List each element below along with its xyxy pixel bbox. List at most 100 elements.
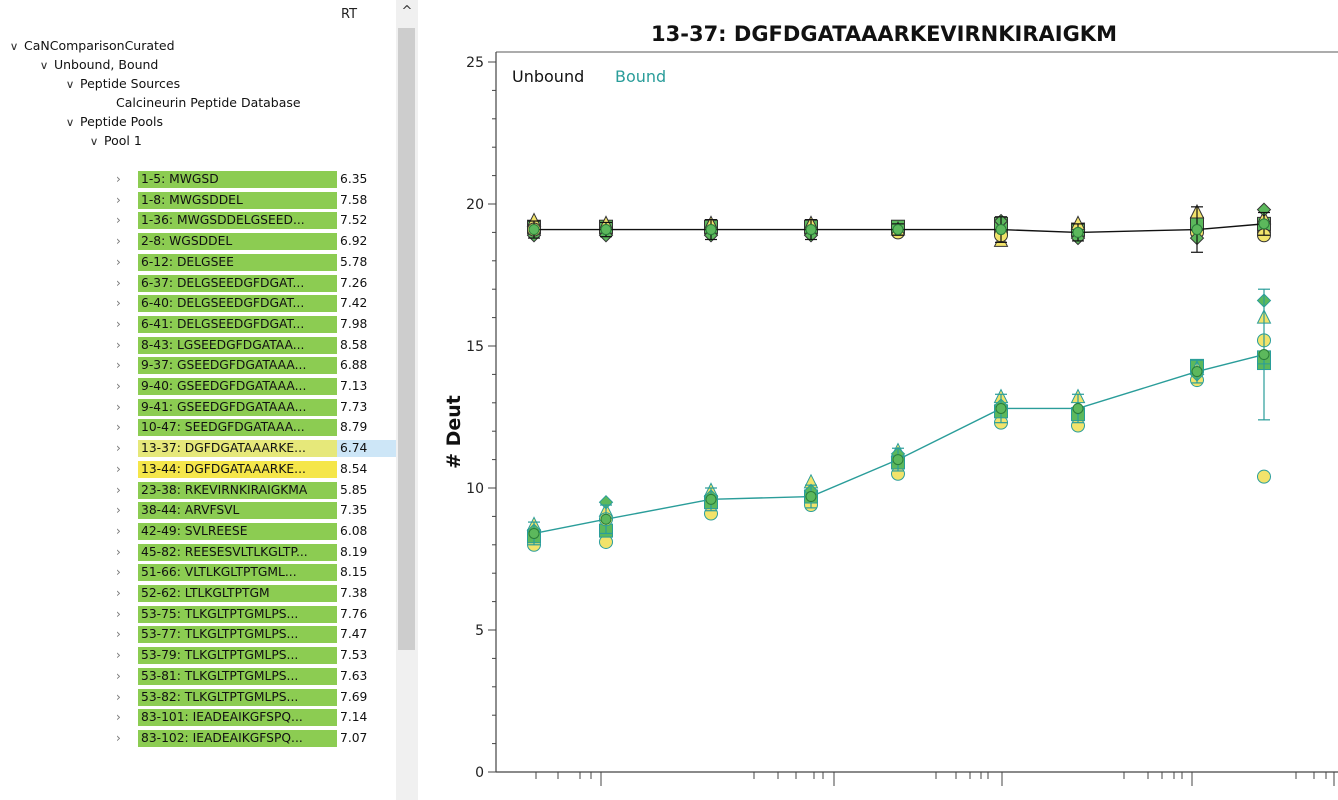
peptide-row[interactable]: › 1-36: MWGSDDELGSEED... 7.52 <box>0 212 396 230</box>
mean-point-bound <box>705 493 717 505</box>
peptide-row[interactable]: › 8-43: LGSEEDGFDGATAA... 8.58 <box>0 336 396 354</box>
chevron-right-icon[interactable]: › <box>116 254 121 269</box>
chevron-right-icon[interactable]: › <box>116 234 121 249</box>
scroll-thumb[interactable] <box>398 28 415 650</box>
peptide-rt: 6.35 <box>340 172 368 186</box>
chevron-down-icon[interactable]: ∨ <box>65 78 75 91</box>
peptide-row[interactable]: › 53-82: TLKGLTPTGMLPS... 7.69 <box>0 688 396 706</box>
chevron-down-icon[interactable]: ∨ <box>9 40 19 53</box>
chevron-right-icon[interactable]: › <box>116 544 121 559</box>
peptide-row[interactable]: › 13-44: DGFDGATAAARKE... 8.54 <box>0 460 396 478</box>
peptide-row[interactable]: › 10-47: SEEDGFDGATAAA... 8.79 <box>0 419 396 437</box>
peptide-label: 53-77: TLKGLTPTGMLPS... <box>138 626 337 644</box>
mean-point-bound <box>805 491 817 503</box>
peptide-row[interactable]: › 6-12: DELGSEE 5.78 <box>0 253 396 271</box>
peptide-row[interactable]: › 53-81: TLKGLTPTGMLPS... 7.63 <box>0 667 396 685</box>
peptide-row[interactable]: › 52-62: LTLKGLTPTGM 7.38 <box>0 585 396 602</box>
tree-node-label: Calcineurin Peptide Database <box>116 95 301 110</box>
peptide-row[interactable]: › 6-37: DELGSEEDGFDGAT... 7.26 <box>0 274 396 292</box>
peptide-row[interactable]: › 13-37: DGFDGATAAARKE... 6.74 <box>0 440 396 458</box>
mean-point-unbound <box>1072 226 1084 238</box>
peptide-label: 42-49: SVLREESE <box>138 522 337 540</box>
legend-bound: Bound <box>615 67 666 86</box>
chevron-down-icon[interactable]: ∨ <box>65 116 75 129</box>
chevron-right-icon[interactable]: › <box>116 586 121 600</box>
peptide-rt: 7.35 <box>340 503 368 518</box>
chevron-right-icon[interactable]: › <box>116 172 121 186</box>
chevron-right-icon[interactable]: › <box>116 627 121 642</box>
peptide-row[interactable]: › 51-66: VLTLKGLTPTGML... 8.15 <box>0 564 396 582</box>
chevron-right-icon[interactable]: › <box>116 648 121 663</box>
rt-column-header[interactable]: RT <box>341 7 358 22</box>
peptide-row[interactable]: › 2-8: WGSDDEL 6.92 <box>0 233 396 251</box>
peptide-label: 45-82: REESESVLTLKGLTP... <box>138 543 337 561</box>
peptide-rt: 7.14 <box>340 710 368 725</box>
peptide-row[interactable]: › 83-102: IEADEAIKGFSPQ... 7.07 <box>0 729 396 747</box>
chevron-down-icon[interactable]: ∨ <box>89 135 99 148</box>
mean-point-bound <box>892 454 904 466</box>
chevron-right-icon[interactable]: › <box>116 565 121 580</box>
peptide-row[interactable]: › 53-77: TLKGLTPTGMLPS... 7.47 <box>0 626 396 644</box>
peptide-rt: 7.47 <box>340 627 368 642</box>
chevron-right-icon[interactable]: › <box>116 275 121 290</box>
peptide-row[interactable]: › 38-44: ARVFSVL 7.35 <box>0 502 396 520</box>
peptide-tree-pane: RT ∨ CaNComparisonCurated ∨ Unbound, Boun… <box>0 0 418 800</box>
mean-point-unbound <box>1191 224 1203 236</box>
peptide-row[interactable]: › 6-41: DELGSEEDGFDGAT... 7.98 <box>0 315 396 333</box>
y-axis-label: # Deut <box>443 395 465 469</box>
legend-unbound: Unbound <box>512 67 584 86</box>
peptide-row[interactable]: › 23-38: RKEVIRNKIRAIGKMA 5.85 <box>0 481 396 499</box>
peptide-rt: 7.98 <box>340 316 368 331</box>
peptide-row[interactable]: › 45-82: REESESVLTLKGLTP... 8.19 <box>0 543 396 561</box>
peptide-row[interactable]: › 6-40: DELGSEEDGFDGAT... 7.42 <box>0 295 396 313</box>
chevron-right-icon[interactable]: › <box>116 482 121 497</box>
peptide-label: 6-40: DELGSEEDGFDGAT... <box>138 295 337 313</box>
chevron-down-icon[interactable]: ∨ <box>39 59 49 72</box>
chevron-right-icon[interactable]: › <box>116 316 121 331</box>
chevron-right-icon[interactable]: › <box>116 503 121 518</box>
chevron-right-icon[interactable]: › <box>116 461 121 476</box>
tree-node[interactable]: ∨ Peptide Pools <box>64 113 163 131</box>
peptide-row[interactable]: › 1-8: MWGSDDEL 7.58 <box>0 191 396 209</box>
tree-node[interactable]: ∨ Peptide Sources <box>64 75 181 93</box>
peptide-label: 53-79: TLKGLTPTGMLPS... <box>138 647 337 665</box>
tree-scrollbar[interactable]: ^ <box>396 0 418 800</box>
chevron-right-icon[interactable]: › <box>116 213 121 228</box>
y-tick-label: 5 <box>475 623 484 639</box>
chevron-right-icon[interactable]: › <box>116 523 121 538</box>
mean-point-unbound <box>528 224 540 236</box>
peptide-row[interactable]: › 53-75: TLKGLTPTGMLPS... 7.76 <box>0 605 396 623</box>
chevron-right-icon[interactable]: › <box>116 689 121 704</box>
chevron-right-icon[interactable]: › <box>116 399 121 414</box>
tree-node[interactable]: Calcineurin Peptide Database <box>116 94 301 112</box>
mean-point-bound <box>528 527 540 539</box>
y-tick-label: 15 <box>466 339 484 355</box>
tree-node-label: Peptide Pools <box>79 114 164 129</box>
chevron-right-icon[interactable]: › <box>116 379 121 393</box>
chevron-right-icon[interactable]: › <box>116 420 121 435</box>
chevron-right-icon[interactable]: › <box>116 730 121 745</box>
chevron-right-icon[interactable]: › <box>116 606 121 621</box>
tree-node[interactable]: ∨ Pool 1 <box>88 132 142 150</box>
tree-node-label: Peptide Sources <box>79 76 181 91</box>
peptide-row[interactable]: › 9-40: GSEEDGFDGATAAA... 7.13 <box>0 378 396 395</box>
chevron-right-icon[interactable]: › <box>116 296 121 311</box>
chevron-right-icon[interactable]: › <box>116 710 121 725</box>
chevron-right-icon[interactable]: › <box>116 192 121 207</box>
chevron-right-icon[interactable]: › <box>116 441 121 456</box>
chevron-right-icon[interactable]: › <box>116 337 121 352</box>
mean-point-unbound <box>705 224 717 236</box>
scroll-up-arrow-icon[interactable]: ^ <box>401 3 413 19</box>
peptide-row[interactable]: › 9-37: GSEEDGFDGATAAA... 6.88 <box>0 357 396 375</box>
tree-node[interactable]: ∨ Unbound, Bound <box>38 56 159 74</box>
tree-node[interactable]: ∨ CaNComparisonCurated <box>8 37 175 55</box>
peptide-row[interactable]: › 83-101: IEADEAIKGFSPQ... 7.14 <box>0 709 396 727</box>
peptide-row[interactable]: › 1-5: MWGSD 6.35 <box>0 171 396 188</box>
peptide-row[interactable]: › 53-79: TLKGLTPTGMLPS... 7.53 <box>0 647 396 665</box>
deuterium-uptake-chart: 0 5 10 15 20 25 # Deut Unbound Bound <box>443 51 1338 786</box>
peptide-row[interactable]: › 9-41: GSEEDGFDGATAAA... 7.73 <box>0 398 396 416</box>
peptide-rt: 7.38 <box>340 586 368 600</box>
chevron-right-icon[interactable]: › <box>116 358 121 373</box>
peptide-row[interactable]: › 42-49: SVLREESE 6.08 <box>0 522 396 540</box>
chevron-right-icon[interactable]: › <box>116 668 121 683</box>
